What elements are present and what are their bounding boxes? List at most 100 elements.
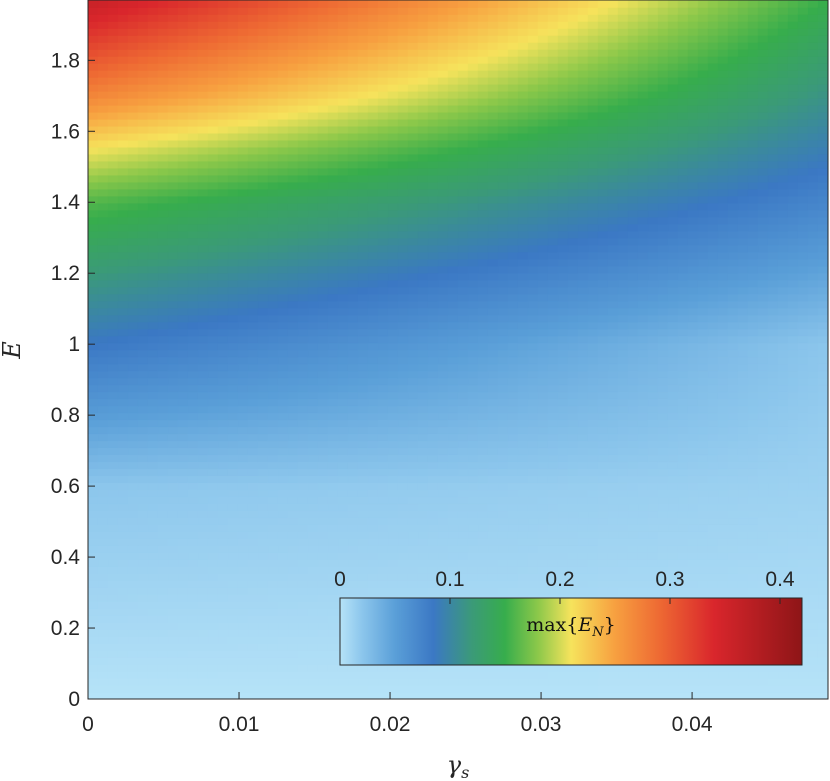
heatmap-cell [477, 132, 489, 141]
heatmap-cell [467, 125, 479, 134]
heatmap-cell [457, 6, 469, 15]
heatmap-cell [88, 139, 99, 148]
heatmap-cell [337, 691, 349, 699]
heatmap-cell [437, 258, 449, 267]
heatmap-cell [287, 307, 299, 316]
heatmap-cell [187, 454, 199, 463]
heatmap-cell [187, 468, 199, 477]
heatmap-cell [427, 216, 439, 225]
heatmap-cell [217, 76, 229, 85]
heatmap-cell [197, 356, 209, 365]
heatmap-cell [297, 132, 309, 141]
heatmap-cell [247, 76, 259, 85]
heatmap-cell [257, 293, 269, 302]
heatmap-cell [307, 286, 319, 295]
heatmap-cell [467, 482, 479, 491]
heatmap-cell [317, 663, 329, 672]
heatmap-cell [167, 363, 179, 372]
heatmap-cell [137, 349, 149, 358]
heatmap-cell [267, 475, 279, 484]
heatmap-cell [437, 552, 449, 560]
heatmap-cell [187, 580, 199, 588]
heatmap-cell [537, 62, 549, 71]
heatmap-cell [88, 461, 99, 470]
heatmap-cell [187, 125, 199, 134]
heatmap-cell [377, 545, 389, 553]
heatmap-cell [207, 251, 219, 260]
heatmap-cell [317, 594, 329, 602]
heatmap-cell [88, 531, 99, 539]
heatmap-cell [577, 279, 589, 288]
heatmap-cell [447, 272, 459, 281]
heatmap-cell [307, 433, 319, 442]
heatmap-cell [88, 433, 99, 442]
heatmap-cell [157, 517, 169, 526]
heatmap-cell [88, 55, 99, 64]
heatmap-cell [167, 160, 179, 169]
heatmap-cell [447, 440, 459, 449]
heatmap-cell [377, 237, 389, 246]
heatmap-cell [317, 649, 329, 658]
heatmap-cell [88, 691, 99, 699]
heatmap-cell [167, 489, 179, 498]
heatmap-cell [237, 489, 249, 498]
heatmap-cell [407, 405, 419, 414]
heatmap-cell [227, 97, 239, 106]
heatmap-cell [357, 349, 369, 358]
heatmap-cell [207, 342, 219, 351]
heatmap-cell [217, 153, 229, 162]
heatmap-cell [537, 684, 549, 693]
heatmap-cell [157, 419, 169, 428]
heatmap-cell [457, 104, 469, 113]
heatmap-cell [477, 433, 489, 442]
heatmap-cell [167, 642, 179, 651]
heatmap-cell [217, 0, 229, 8]
heatmap-cell [457, 146, 469, 155]
heatmap-cell [207, 517, 219, 526]
heatmap-cell [277, 524, 289, 532]
heatmap-cell [547, 517, 559, 526]
heatmap-cell [417, 244, 429, 253]
heatmap-cell [437, 363, 449, 372]
heatmap-cell [187, 398, 199, 407]
heatmap-cell [497, 356, 509, 365]
heatmap-cell [487, 496, 499, 505]
heatmap-cell [187, 384, 199, 393]
heatmap-cell [567, 335, 579, 344]
heatmap-cell [187, 293, 199, 302]
heatmap-cell [307, 41, 319, 50]
heatmap-cell [547, 76, 559, 85]
heatmap-cell [557, 538, 569, 546]
heatmap-cell [307, 573, 319, 581]
heatmap-cell [347, 265, 359, 274]
heatmap-cell [307, 251, 319, 260]
heatmap-cell [397, 132, 409, 141]
heatmap-cell [147, 160, 159, 169]
heatmap-cell [377, 496, 389, 505]
heatmap-cell [507, 6, 519, 15]
heatmap-cell [337, 670, 349, 679]
heatmap-cell [307, 153, 319, 162]
heatmap-cell [257, 670, 269, 679]
heatmap-cell [88, 48, 99, 57]
heatmap-cell [197, 223, 209, 232]
heatmap-cell [357, 272, 369, 281]
heatmap-cell [457, 335, 469, 344]
heatmap-cell [437, 55, 449, 64]
heatmap-cell [88, 272, 99, 281]
heatmap-cell [157, 349, 169, 358]
heatmap-cell [107, 0, 119, 8]
heatmap-cell [88, 684, 99, 693]
heatmap-cell [277, 41, 289, 50]
heatmap-cell [117, 384, 129, 393]
heatmap-cell [527, 27, 539, 36]
heatmap-cell [497, 587, 509, 595]
heatmap-cell [297, 279, 309, 288]
heatmap-cell [137, 111, 149, 120]
heatmap-cell [447, 433, 459, 442]
heatmap-cell [147, 580, 159, 588]
heatmap-cell [447, 300, 459, 309]
heatmap-cell [267, 496, 279, 505]
heatmap-cell [407, 146, 419, 155]
heatmap-cell [117, 314, 129, 323]
